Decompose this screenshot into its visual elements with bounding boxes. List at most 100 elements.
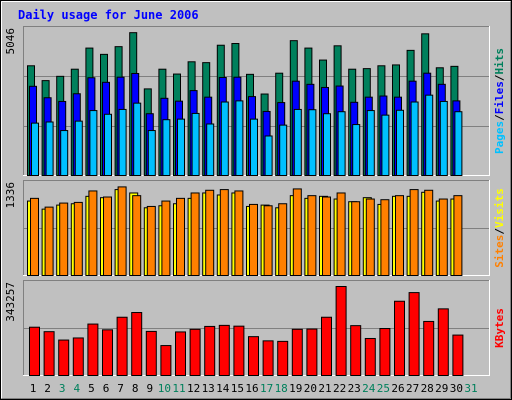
- x-label-day-4: 4: [73, 382, 80, 395]
- bar-sites-day-7: [117, 186, 127, 276]
- bar-sites-day-13: [205, 189, 215, 277]
- hits-files-pages-legend: Pages/Files/Hits: [493, 48, 506, 154]
- bar-pages-day-16: [250, 118, 258, 177]
- bar-pages-day-23: [352, 124, 361, 176]
- bar-sites-day-21: [322, 196, 331, 277]
- bar-sites-day-26: [395, 195, 404, 277]
- bar-kbytes-day-2: [43, 331, 55, 377]
- kbytes-legend: KBytes: [493, 308, 506, 348]
- bar-kbytes-day-3: [58, 339, 70, 376]
- bar-sites-day-8: [132, 195, 142, 277]
- bar-kbytes-day-29: [437, 308, 449, 376]
- x-label-day-16: 16: [245, 382, 258, 395]
- bar-kbytes-day-20: [306, 328, 318, 376]
- bar-pages-day-8: [133, 102, 142, 176]
- bar-kbytes-day-5: [87, 323, 99, 376]
- bar-kbytes-day-9: [145, 330, 157, 376]
- bar-sites-day-23: [351, 201, 361, 276]
- bar-pages-day-27: [410, 101, 419, 176]
- bar-pages-day-21: [323, 113, 331, 176]
- bar-kbytes-day-23: [350, 325, 362, 376]
- bar-kbytes-day-18: [277, 340, 289, 376]
- bar-pages-day-5: [89, 110, 98, 176]
- bar-kbytes-day-22: [335, 286, 347, 376]
- bar-pages-day-10: [162, 119, 171, 176]
- bar-sites-day-17: [263, 205, 273, 276]
- bar-sites-day-9: [146, 205, 156, 277]
- bar-kbytes-day-13: [204, 325, 216, 376]
- bar-kbytes-day-27: [408, 292, 420, 376]
- x-label-day-19: 19: [289, 382, 302, 395]
- x-label-day-3: 3: [59, 382, 66, 395]
- x-label-day-5: 5: [88, 382, 95, 395]
- bar-kbytes-day-14: [218, 324, 230, 377]
- bar-sites-day-14: [219, 189, 229, 276]
- bar-pages-day-2: [45, 121, 54, 176]
- bar-pages-day-13: [206, 123, 215, 176]
- bar-pages-day-19: [293, 108, 302, 176]
- x-label-day-11: 11: [172, 382, 185, 395]
- bar-sites-day-30: [453, 195, 463, 277]
- bar-pages-day-24: [366, 110, 375, 176]
- bar-sites-day-3: [59, 202, 69, 276]
- bar-pages-day-18: [279, 124, 288, 177]
- legend-kbytes: KBytes: [493, 308, 506, 348]
- bar-kbytes-day-12: [189, 328, 201, 377]
- bar-pages-day-6: [104, 113, 112, 176]
- bar-sites-day-20: [307, 195, 317, 277]
- bar-sites-day-10: [161, 200, 171, 277]
- bar-pages-day-28: [425, 94, 434, 176]
- legend-sites: Sites: [493, 235, 506, 268]
- bar-pages-day-20: [308, 109, 317, 176]
- x-label-day-7: 7: [117, 382, 124, 395]
- bar-kbytes-day-24: [364, 337, 376, 377]
- bar-kbytes-day-15: [233, 325, 245, 377]
- bar-kbytes-day-4: [72, 337, 84, 377]
- visits-sites-legend: Sites/Visits: [493, 188, 506, 268]
- x-label-day-25: 25: [377, 382, 390, 395]
- x-label-day-28: 28: [421, 382, 434, 395]
- x-label-day-22: 22: [333, 382, 346, 395]
- x-label-day-13: 13: [202, 382, 215, 395]
- legend-visits: Visits: [493, 188, 506, 228]
- bar-sites-day-28: [424, 189, 434, 277]
- bar-sites-day-16: [249, 203, 258, 276]
- legend-separator: /: [493, 114, 506, 121]
- bar-pages-day-17: [264, 135, 273, 176]
- x-label-day-24: 24: [362, 382, 376, 395]
- bar-sites-day-5: [88, 190, 98, 276]
- hits-files-pages-max-label: 5046: [4, 28, 17, 55]
- bar-pages-day-12: [191, 112, 200, 176]
- bar-kbytes-day-8: [131, 312, 143, 376]
- x-label-day-10: 10: [158, 382, 171, 395]
- bar-sites-day-15: [234, 190, 244, 276]
- bar-kbytes-day-30: [452, 334, 464, 376]
- x-label-day-9: 9: [146, 382, 153, 395]
- bar-sites-day-22: [336, 192, 346, 277]
- x-label-day-6: 6: [103, 382, 110, 395]
- bar-sites-day-18: [278, 203, 288, 277]
- legend-separator: /: [493, 228, 506, 235]
- x-label-day-1: 1: [30, 382, 37, 395]
- bar-sites-day-1: [30, 197, 39, 277]
- visits-sites-panel: 1336 Sites/Visits: [4, 180, 506, 277]
- bar-sites-day-12: [190, 192, 200, 277]
- chart-title: Daily usage for June 2006: [18, 8, 199, 22]
- bar-pages-day-14: [220, 101, 229, 176]
- bar-sites-day-11: [176, 197, 185, 277]
- bar-kbytes-day-25: [379, 328, 391, 377]
- bar-kbytes-day-7: [116, 316, 128, 377]
- bar-sites-day-19: [292, 188, 302, 277]
- legend-hits: Hits: [493, 48, 506, 75]
- bar-pages-day-3: [60, 130, 69, 177]
- legend-pages: Pages: [493, 121, 506, 154]
- x-label-day-26: 26: [391, 382, 404, 395]
- bar-kbytes-day-11: [175, 331, 186, 376]
- bar-pages-day-7: [118, 108, 127, 176]
- bar-pages-day-25: [381, 114, 390, 176]
- bar-sites-day-27: [409, 189, 419, 276]
- visits-sites-max-label: 1336: [4, 182, 17, 209]
- kbytes-panel: 343257 KBytes: [4, 280, 506, 377]
- bar-pages-day-15: [235, 100, 244, 176]
